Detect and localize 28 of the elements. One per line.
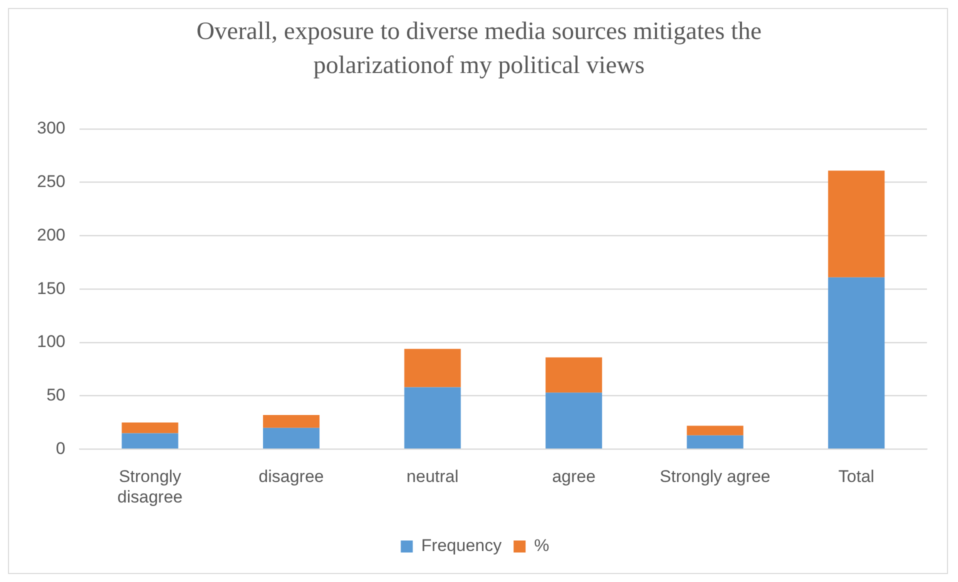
y-tick-label: 100	[36, 332, 66, 352]
x-tick-label: disagree	[258, 467, 324, 486]
y-tick-label: 300	[36, 118, 66, 138]
x-tick-label: Strongly disagree	[117, 467, 183, 506]
x-tick-label: Total	[838, 467, 874, 486]
x-tick-label: neutral	[406, 467, 459, 486]
x-tick-label: agree	[552, 467, 596, 486]
bar	[686, 426, 744, 436]
y-tick-label: 50	[46, 386, 66, 405]
bar	[828, 277, 885, 449]
bar	[122, 433, 178, 449]
bar	[122, 422, 178, 434]
chart-title: Overall, exposure to diverse media sources mitigates the polarizationof my political views	[195, 17, 763, 81]
y-tick-label: 200	[36, 225, 66, 244]
bar	[546, 357, 602, 393]
y-tick-label: 250	[36, 172, 66, 192]
bar	[263, 415, 320, 428]
bar	[404, 348, 461, 388]
y-tick-label: 150	[36, 278, 66, 298]
legend-label: Frequency	[421, 536, 502, 556]
bar	[404, 387, 461, 449]
bar	[546, 392, 602, 449]
x-tick-label: Strongly agree	[660, 467, 770, 486]
bar	[686, 435, 744, 449]
bar	[828, 170, 885, 278]
legend-label: %	[534, 536, 550, 556]
bar	[263, 428, 320, 449]
y-tick-label: 0	[56, 438, 66, 458]
